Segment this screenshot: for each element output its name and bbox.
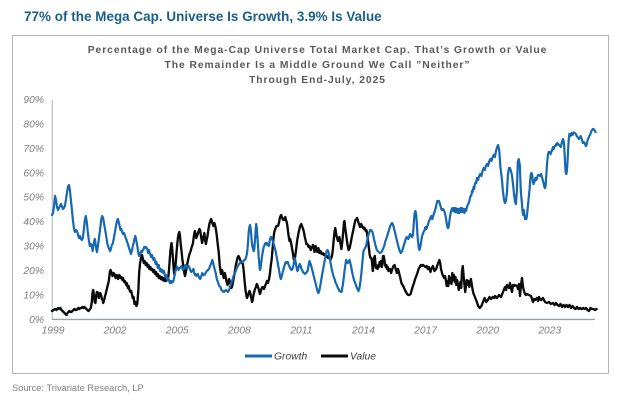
svg-text:2020: 2020: [475, 326, 499, 337]
svg-text:70%: 70%: [23, 144, 44, 155]
svg-text:Value: Value: [350, 352, 376, 363]
svg-text:60%: 60%: [23, 168, 44, 179]
svg-text:2023: 2023: [537, 326, 561, 337]
svg-text:2005: 2005: [165, 326, 189, 337]
svg-text:90%: 90%: [23, 95, 44, 106]
svg-text:0%: 0%: [29, 315, 44, 326]
svg-text:2014: 2014: [351, 326, 375, 337]
svg-text:20%: 20%: [22, 266, 44, 277]
svg-text:80%: 80%: [23, 119, 44, 130]
svg-text:1999: 1999: [42, 326, 65, 337]
svg-text:10%: 10%: [23, 291, 44, 302]
svg-text:2017: 2017: [413, 326, 438, 337]
svg-text:30%: 30%: [23, 242, 44, 253]
svg-text:2008: 2008: [227, 326, 251, 337]
svg-text:50%: 50%: [23, 193, 44, 204]
svg-text:2011: 2011: [289, 326, 312, 337]
svg-text:Growth: Growth: [274, 352, 307, 363]
svg-text:40%: 40%: [23, 217, 44, 228]
svg-text:2002: 2002: [103, 326, 127, 337]
